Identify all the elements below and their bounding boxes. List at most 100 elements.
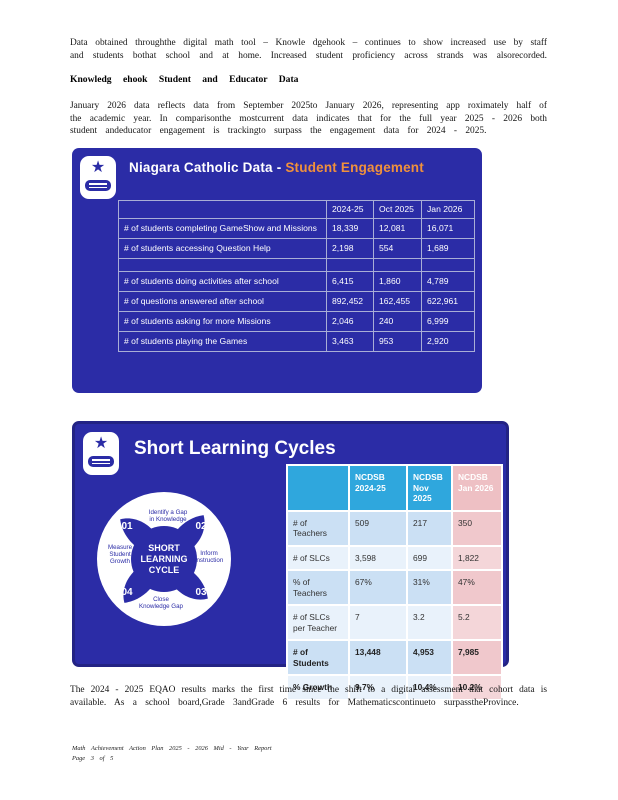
cell-value: 2,198 (326, 238, 374, 259)
table-row: # of SLCs per Teacher 7 3.2 5.2 (286, 604, 503, 641)
cell-value (373, 258, 422, 272)
row-label: # of Teachers (286, 509, 350, 547)
text-line: January 2026 data reflects data from Sep… (70, 101, 547, 111)
column-header: NCDSB Jan 2026 (451, 464, 503, 512)
row-label: % Growth (286, 674, 350, 701)
cell-value: 6,999 (421, 311, 475, 332)
svg-text:Inform: Inform (200, 550, 218, 557)
cell-value: 2,046 (326, 311, 374, 332)
cell-value: 7,985 (451, 639, 503, 676)
column-header: NCDSB Nov 2025 (406, 464, 453, 512)
svg-text:LEARNING: LEARNING (141, 554, 188, 564)
row-label: # of students asking for more Missions (118, 311, 327, 332)
table-row: % of Teachers 67% 31% 47% (286, 569, 503, 606)
star-book-icon: ★ (83, 432, 119, 475)
row-label: # of SLCs per Teacher (286, 604, 350, 641)
cell-value: 18,339 (326, 218, 374, 239)
svg-text:Instruction: Instruction (195, 557, 224, 564)
cell-value: 554 (373, 238, 422, 259)
column-header: Jan 2026 (421, 200, 475, 219)
cell-value: 699 (406, 544, 453, 571)
step-label-close-gap: Close Knowledge Gap (139, 596, 184, 610)
text-line: Data obtained throughthe digital math to… (70, 38, 547, 48)
cell-value (326, 258, 374, 272)
slc-panel: ★ Short Learning Cycles 01 02 03 04 SHOR… (72, 421, 509, 701)
cell-value: 162,455 (373, 291, 422, 312)
table-row: # of Students 13,448 4,953 7,985 (286, 639, 503, 676)
cell-value: 240 (373, 311, 422, 332)
engagement-panel: ★ Niagara Catholic Data - Student Engage… (72, 148, 482, 393)
text-line: student andeducator engagement is tracki… (70, 126, 487, 137)
column-header (286, 464, 350, 512)
svg-text:in Knowledge: in Knowledge (149, 516, 187, 523)
column-header: NCDSB 2024-25 (348, 464, 408, 512)
cell-value: 622,961 (421, 291, 475, 312)
cell-value (421, 258, 475, 272)
cell-value: 9.7% (348, 674, 408, 701)
cell-value: 47% (451, 569, 503, 606)
table-row: # of students doing activities after sch… (118, 271, 475, 292)
svg-text:Student: Student (109, 551, 131, 558)
svg-text:SHORT: SHORT (148, 543, 180, 553)
paragraph-january-data: January 2026 data reflects data from Sep… (70, 100, 547, 138)
row-label: # of students playing the Games (118, 331, 327, 352)
cell-value: 31% (406, 569, 453, 606)
cell-value: 1,860 (373, 271, 422, 292)
table-row: % Growth 9.7% 10.4% 10.2% (286, 674, 503, 701)
cell-value: 6,415 (326, 271, 374, 292)
header-row: 2024-25 Oct 2025 Jan 2026 (118, 200, 475, 219)
cell-value: 3.2 (406, 604, 453, 641)
footer-report-title: Math Achievement Action Plan 2025 - 2026… (72, 745, 272, 752)
step-number-01: 01 (121, 521, 133, 532)
paragraph-knowledgehook-intro: Data obtained throughthe digital math to… (70, 37, 547, 62)
slc-table: NCDSB 2024-25 NCDSB Nov 2025 NCDSB Jan 202… (286, 464, 503, 701)
cell-value: 13,448 (348, 639, 408, 676)
cell-value: 12,081 (373, 218, 422, 239)
column-header: 2024-25 (326, 200, 374, 219)
row-label: # of students doing activities after sch… (118, 271, 327, 292)
cycle-pinwheel (120, 515, 208, 603)
table-row: # of questions answered after school 892,… (118, 291, 475, 312)
cell-value: 953 (373, 331, 422, 352)
cell-value: 2,920 (421, 331, 475, 352)
column-header: Oct 2025 (373, 200, 422, 219)
header-row: NCDSB 2024-25 NCDSB Nov 2025 NCDSB Jan 202… (286, 464, 503, 512)
cell-value: 16,071 (421, 218, 475, 239)
cell-value: 4,789 (421, 271, 475, 292)
text-line: and students bothat school and at home. … (70, 50, 547, 61)
panel-title: Niagara Catholic Data - Student Engageme… (129, 160, 424, 175)
row-label: # of students completing GameShow and Mi… (118, 218, 327, 239)
footer-page-number: Page 3 of 5 (72, 755, 114, 762)
cycle-center-label: SHORT LEARNING CYCLE (141, 543, 188, 575)
paragraph-eqao: The 2024 - 2025 EQAO results marks the f… (70, 684, 547, 709)
panel-title: Short Learning Cycles (134, 438, 336, 459)
step-label-inform-instruction: Inform Instruction (195, 550, 224, 564)
svg-text:Measure: Measure (108, 544, 133, 551)
section-heading: Knowledg ehook Student and Educator Data (70, 74, 299, 85)
table-row: # of students asking for more Missions 2,… (118, 311, 475, 332)
table-row: # of Teachers 509 217 350 (286, 509, 503, 547)
table-row (118, 258, 475, 272)
step-label-measure-growth: Measure Student Growth (108, 544, 133, 565)
cell-value: 7 (348, 604, 408, 641)
star-glyph: ★ (90, 159, 106, 176)
cell-value: 3,598 (348, 544, 408, 571)
cell-value: 1,822 (451, 544, 503, 571)
cell-value: 892,452 (326, 291, 374, 312)
svg-text:Knowledge Gap: Knowledge Gap (139, 603, 184, 610)
table-row: # of students playing the Games 3,463 953 2… (118, 331, 475, 352)
engagement-table: 2024-25 Oct 2025 Jan 2026 # of students com… (118, 200, 475, 352)
cell-value: 10.2% (451, 674, 503, 701)
row-label: # of Students (286, 639, 350, 676)
cell-value: 4,953 (406, 639, 453, 676)
panel-title-prefix: Niagara Catholic Data - (129, 160, 286, 175)
text-line: The 2024 - 2025 EQAO results marks the f… (70, 685, 547, 695)
svg-text:Growth: Growth (110, 558, 131, 565)
step-number-03: 03 (195, 587, 207, 598)
step-number-02: 02 (195, 521, 207, 532)
cell-value: 350 (451, 509, 503, 547)
table-row: # of students accessing Question Help 2,1… (118, 238, 475, 259)
row-label: # of students accessing Question Help (118, 238, 327, 259)
column-header (118, 200, 327, 219)
